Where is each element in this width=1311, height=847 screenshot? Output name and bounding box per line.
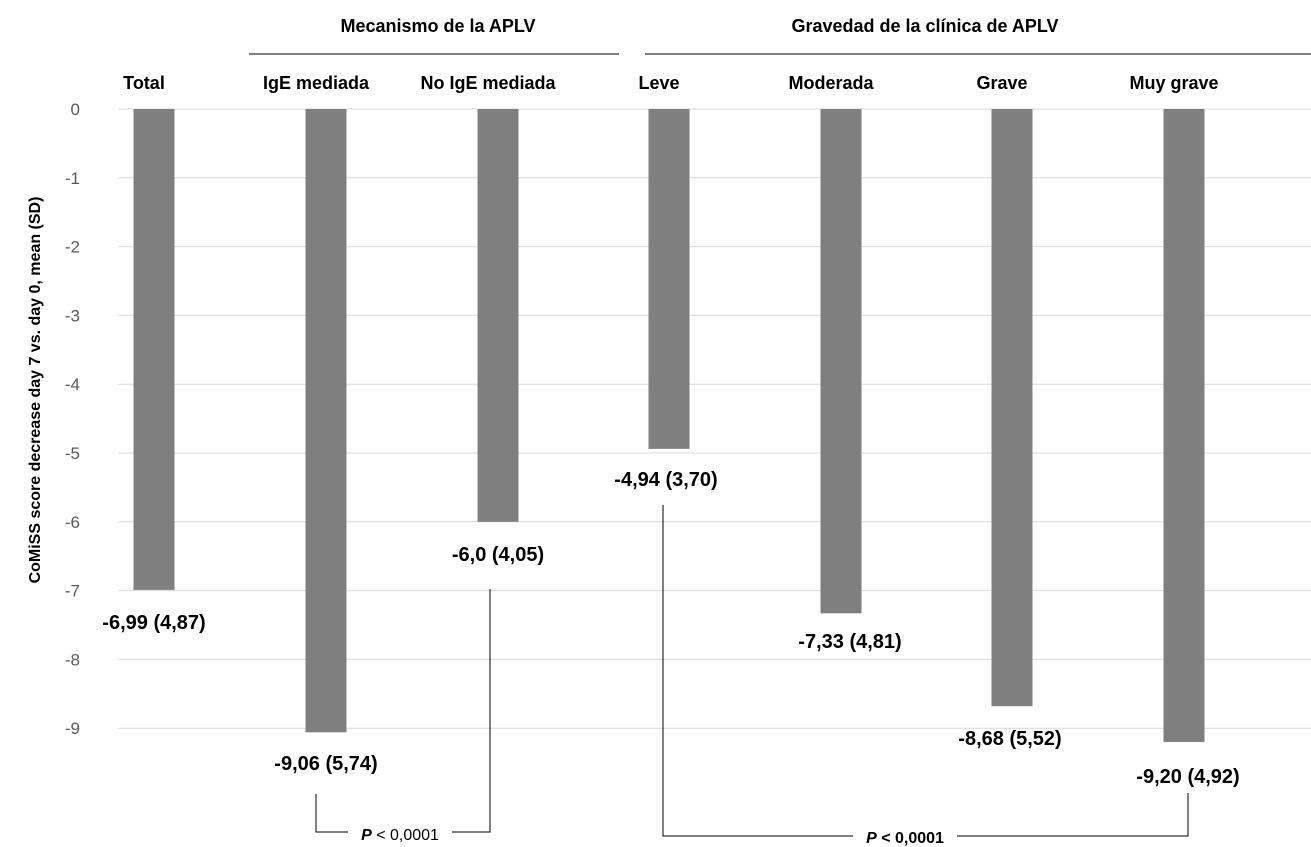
value-label-6: -9,20 (4,92) [1136,766,1239,788]
category-label-5: Grave [976,73,1027,93]
y-tick-label-3: -3 [65,306,80,325]
bar-6 [1163,109,1205,742]
category-label-4: Moderada [788,73,874,93]
y-tick-label-6: -6 [65,513,80,532]
comparison-label-1: P < 0,0001 [866,830,944,847]
y-tick-label-9: -9 [65,719,80,738]
y-tick-label-7: -7 [65,582,80,601]
p-value-text: < 0,0001 [877,830,944,847]
y-tick-label-0: 0 [71,100,80,119]
group-label-0: Mecanismo de la APLV [340,16,535,36]
value-label-2: -6,0 (4,05) [452,544,544,566]
category-label-1: IgE mediada [263,73,370,93]
bar-4 [820,109,862,614]
y-tick-label-2: -2 [65,238,80,257]
value-label-5: -8,68 (5,52) [958,728,1061,750]
value-label-0: -6,99 (4,87) [102,612,205,634]
value-label-3: -4,94 (3,70) [614,469,717,491]
category-label-6: Muy grave [1129,73,1218,93]
bar-3 [648,109,690,449]
p-value-text: < 0,0001 [372,827,439,844]
y-tick-label-1: -1 [65,169,80,188]
category-label-2: No IgE mediada [420,73,556,93]
value-label-4: -7,33 (4,81) [798,631,901,653]
p-symbol: P [361,827,372,844]
value-label-1: -9,06 (5,74) [274,753,377,775]
bar-0 [133,109,175,590]
comparison-label-backing-0 [348,823,452,841]
bar-5 [991,109,1033,707]
category-label-3: Leve [638,73,679,93]
comparison-label-backing-1 [853,827,957,845]
y-tick-label-5: -5 [65,444,80,463]
y-tick-label-4: -4 [65,375,80,394]
y-tick-label-8: -8 [65,650,80,669]
y-axis-label: CoMiSS score decrease day 7 vs. day 0, m… [27,197,44,584]
bar-1 [305,109,347,733]
p-symbol: P [866,830,877,847]
comparison-bracket-1 [662,505,1189,837]
comparison-label-0: P < 0,0001 [361,827,439,844]
group-label-1: Gravedad de la clínica de APLV [791,16,1058,36]
bar-2 [477,109,519,522]
category-label-0: Total [123,73,165,93]
